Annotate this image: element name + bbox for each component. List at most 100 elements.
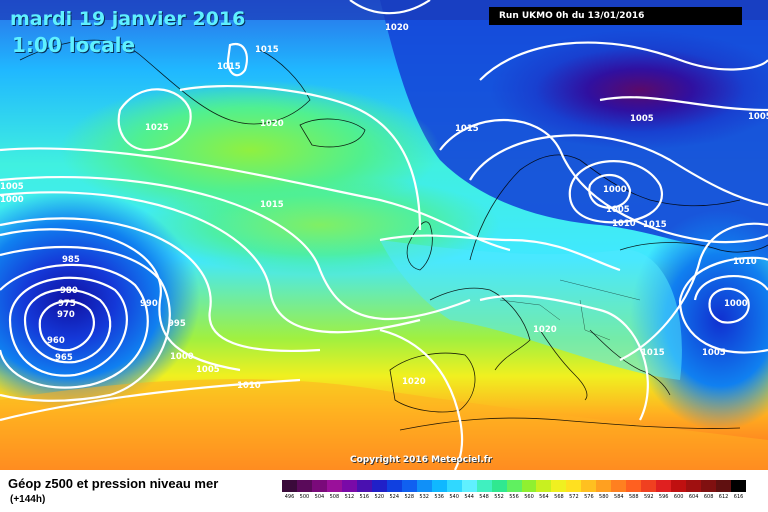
forecast-date: mardi 19 janvier 2016 [10,8,246,30]
coast-north-africa [399,417,741,431]
isobar-path-atlantic-low-2 [23,288,112,364]
isobar-label-995: 995 [168,319,186,329]
coast-europe-west [429,287,531,371]
color-scale-labels: 496 500 504 508 512 516 520 524 528 532 536 540 544 5… [282,492,746,502]
isobar-label-1005-atlantic: 1005 [196,365,220,375]
color-scale-label-568: 568 [554,494,564,500]
isobar-path-995 [0,217,321,353]
color-scale-label-556: 556 [509,494,519,500]
weather-map: 1020101510151025102010151005100510001005… [0,0,768,470]
isobar-label-975: 975 [58,299,76,309]
coast-russia [619,242,768,253]
subtropical-warm-band [0,379,768,470]
isobar-label-1000-west-edge: 1000 [0,195,24,205]
coast-iceland [299,118,366,148]
color-scale-label-560: 560 [524,494,534,500]
color-scale-label-588: 588 [628,494,639,500]
isobar-label-1000-scandinavia: 1000 [603,185,627,195]
color-swatch-584 [611,480,627,492]
isobar-path-atlantic-low-4 [0,263,149,389]
isobar-label-1020-iberia: 1020 [402,377,426,387]
color-scale-label-536: 536 [434,494,444,500]
color-scale-label-584: 584 [614,494,624,500]
color-scale-label-500: 500 [299,494,310,500]
color-swatch-532 [416,480,432,492]
isobar-path-1010-atlantic [0,378,301,422]
isobar-label-970: 970 [57,310,75,320]
color-scale-label-516: 516 [359,494,370,500]
isobar-label-1000-atlantic: 1000 [170,352,194,362]
color-scale-label-524: 524 [389,494,400,500]
color-swatch-564 [536,480,552,492]
isobar-path-1020-north [349,0,431,15]
isobar-path-1025-greenland [117,88,192,152]
color-swatch-616 [731,480,747,492]
color-swatch-536 [431,480,447,492]
color-swatch-508 [326,480,342,492]
map-title: Géop z500 et pression niveau mer [8,476,219,491]
color-scale-label-616: 616 [733,494,744,500]
border-c [579,299,611,341]
color-swatch-512 [341,480,357,492]
isobar-path-atlantic-low-inner [38,300,96,352]
color-scale-label-532: 532 [419,494,429,500]
color-swatch-500 [296,480,312,492]
isobar-label-1010-russia: 1010 [733,257,757,267]
isobar-label-965: 965 [55,353,73,363]
color-swatch-528 [401,480,417,492]
isobar-label-1015-atlantic: 1015 [260,200,284,210]
isobar-label-1015-greenland-b: 1015 [217,62,241,72]
isobar-path-1015-balkans [619,222,768,361]
isobar-path-1020-europe [379,234,621,272]
color-scale-label-572: 572 [569,494,579,500]
isobar-label-1025-greenland: 1025 [145,123,169,133]
isobar-label-1020-north: 1020 [385,23,409,33]
isobar-label-990: 990 [140,299,158,309]
color-scale-label-552: 552 [494,494,504,500]
isobar-path-1015-norwegian [479,41,768,81]
color-swatch-604 [686,480,702,492]
isobars [0,0,768,470]
isobar-label-1015-norwegian-sea: 1015 [455,124,479,134]
isobar-path-east-low-3 [678,256,768,354]
coast-greenland [19,39,311,125]
color-scale-label-548: 548 [479,494,489,500]
color-swatch-592 [641,480,657,492]
forecast-lead-time: (+144h) [10,494,46,505]
isobar-label-1015-balkans: 1015 [641,348,665,358]
isobar-label-1005-barents: 1005 [630,114,654,124]
color-swatch-600 [671,480,687,492]
isobar-label-960: 960 [47,336,65,346]
color-scale-swatches [282,480,747,492]
isobar-label-980: 980 [60,286,78,296]
isobar-path-1005-east [599,96,768,112]
isobar-path-1015-atlantic [0,147,511,252]
color-scale-label-540: 540 [449,494,459,500]
isobar-path-atlantic-low-3 [8,276,128,377]
isobar-path-1020-iceland [179,84,422,231]
color-scale-label-564: 564 [539,494,549,500]
europe-cyan-band [380,240,682,380]
isobar-label-1015-baltic: 1015 [643,220,667,230]
isobar-path-990 [0,228,241,372]
model-run-label: Run UKMO 0h du 13/01/2016 [489,7,742,25]
isobar-label-1005-west-edge: 1005 [0,182,24,192]
color-scale-label-504: 504 [314,494,325,500]
color-swatch-556 [506,480,522,492]
border-a [499,299,561,321]
color-swatch-580 [596,480,612,492]
color-swatch-560 [521,480,537,492]
color-swatch-516 [356,480,372,492]
color-scale-label-520: 520 [374,494,385,500]
geopotential-color-scale: 496 500 504 508 512 516 520 524 528 532 536 540 544 5… [282,480,747,502]
isobar-label-1020-iceland: 1020 [260,119,284,129]
coast-italy [539,329,588,401]
color-swatch-496 [282,480,297,492]
isobar-path-1015-greenland [226,42,248,77]
color-swatch-540 [446,480,462,492]
isobar-path-1005-scandinavia [568,160,663,224]
isobar-path-scandinavia-low [588,174,632,209]
isobar-label-1015-greenland-a: 1015 [255,45,279,55]
isobar-label-1005-east-low: 1005 [702,348,726,358]
isobar-label-985: 985 [62,255,80,265]
